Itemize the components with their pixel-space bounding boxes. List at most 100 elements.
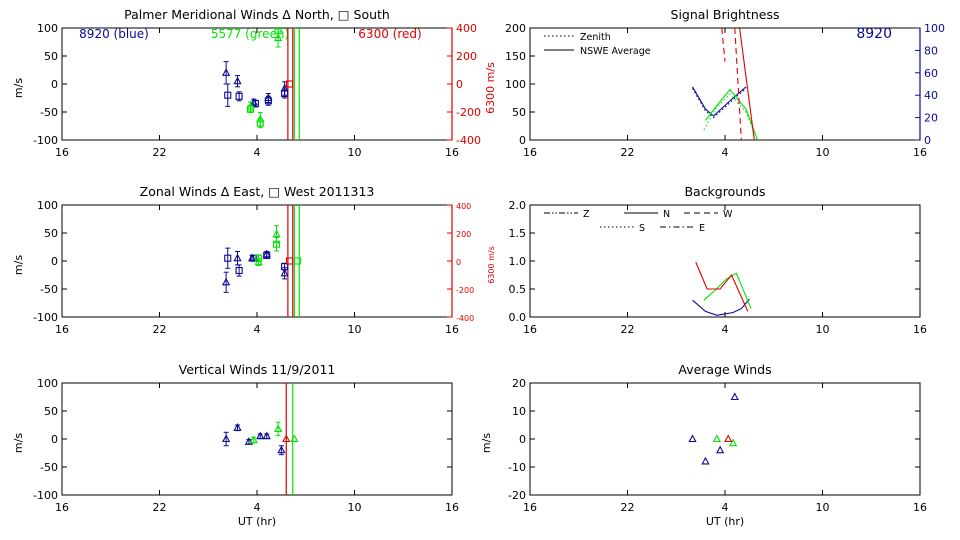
data-point-triangle <box>222 434 231 443</box>
legend-label: Zenith <box>580 32 611 43</box>
data-point-square <box>285 80 294 88</box>
data-point-triangle <box>233 253 242 262</box>
x-tick-label: 4 <box>254 501 261 514</box>
x-tick-label: 16 <box>55 323 69 336</box>
x-tick-label: 4 <box>254 323 261 336</box>
panel-meridional: Palmer Meridional Winds Δ North, □ South… <box>12 7 497 159</box>
right-y-tick-label: -200 <box>456 106 481 119</box>
data-point-square <box>251 100 259 108</box>
chart-title: Average Winds <box>678 362 771 377</box>
right-y-tick-label: 0 <box>456 78 463 91</box>
x-tick-label: 4 <box>722 146 729 159</box>
y-tick-label: 0 <box>519 134 526 147</box>
data-point-square <box>281 89 289 98</box>
series-line <box>692 88 747 119</box>
x-tick-label: 16 <box>55 501 69 514</box>
data-point-triangle <box>716 445 725 454</box>
right-y-tick-label: -400 <box>456 134 481 147</box>
y-tick-label: 0 <box>51 78 58 91</box>
data-point-triangle <box>256 431 265 440</box>
series-line <box>703 93 759 140</box>
plot-area <box>688 392 739 465</box>
x-tick-label: 10 <box>816 501 830 514</box>
x-tick-label: 22 <box>621 501 635 514</box>
series-line <box>695 261 749 312</box>
data-point-square <box>256 119 264 127</box>
legend-label: E <box>699 223 705 234</box>
x-tick-label: 16 <box>913 501 927 514</box>
x-tick-label: 22 <box>153 146 167 159</box>
data-point-square <box>263 251 271 259</box>
right-y-tick-label: -200 <box>456 286 474 295</box>
series-line <box>739 28 755 140</box>
series-line <box>703 272 752 309</box>
data-point-square <box>255 254 263 262</box>
data-point-triangle <box>233 423 242 431</box>
data-point-square <box>274 28 282 35</box>
y-tick-label: 1.5 <box>509 227 527 240</box>
data-point-triangle <box>282 434 291 443</box>
plot-frame <box>529 27 921 141</box>
right-y-tick-label: 80 <box>924 44 938 57</box>
y-tick-label: 0.0 <box>509 311 527 324</box>
legend-label: W <box>723 209 733 220</box>
data-point-triangle <box>249 435 258 444</box>
data-point-triangle <box>244 437 253 445</box>
right-y-tick-label: 40 <box>924 89 938 102</box>
y-tick-label: 50 <box>44 227 58 240</box>
y-tick-label: 1.0 <box>509 255 527 268</box>
plot-frame <box>529 382 921 496</box>
chart-title: Backgrounds <box>684 184 765 199</box>
data-point-triangle <box>688 434 697 443</box>
series-line <box>705 88 759 140</box>
data-point-triangle <box>222 277 231 286</box>
data-point-square <box>224 254 232 262</box>
right-axis-label: 6300 m/s <box>484 62 497 114</box>
x-tick-label: 22 <box>621 323 635 336</box>
right-y-tick-label: 400 <box>456 202 471 211</box>
chart-title: Signal Brightness <box>671 7 780 22</box>
x-tick-label: 16 <box>55 146 69 159</box>
x-tick-label: 10 <box>816 146 830 159</box>
right-y-tick-label: -400 <box>456 314 474 323</box>
x-tick-label: 10 <box>348 501 362 514</box>
data-point-triangle <box>290 434 299 443</box>
right-y-tick-label: 60 <box>924 67 938 80</box>
y-tick-label: 100 <box>37 199 58 212</box>
y-tick-label: -50 <box>40 106 58 119</box>
y-axis-label: m/s <box>12 78 25 98</box>
x-tick-label: 16 <box>913 323 927 336</box>
plot-area <box>692 261 752 316</box>
data-point-square <box>285 257 294 265</box>
y-tick-label: 0.5 <box>509 283 527 296</box>
series-line <box>734 28 742 140</box>
y-tick-label: -100 <box>33 311 58 324</box>
x-tick-label: 10 <box>348 323 362 336</box>
x-tick-label: 16 <box>523 146 537 159</box>
x-axis-label: UT (hr) <box>706 515 744 528</box>
x-tick-label: 22 <box>153 323 167 336</box>
x-tick-label: 4 <box>722 323 729 336</box>
data-point-triangle <box>233 76 242 85</box>
series-line <box>721 28 726 62</box>
right-axis-label: 6300 m/s <box>487 246 496 284</box>
plot-area <box>222 28 300 140</box>
x-tick-label: 10 <box>816 323 830 336</box>
legend-label: NSWE Average <box>580 46 651 57</box>
y-tick-label: 100 <box>37 22 58 35</box>
x-axis-label: UT (hr) <box>238 515 276 528</box>
x-tick-label: 22 <box>153 501 167 514</box>
y-tick-label: -20 <box>508 489 526 502</box>
right-y-tick-label: 20 <box>924 112 938 125</box>
y-tick-label: 10 <box>512 405 526 418</box>
data-point-square <box>281 263 289 271</box>
y-tick-label: -100 <box>33 489 58 502</box>
x-tick-label: 4 <box>722 501 729 514</box>
data-point-triangle <box>272 229 281 238</box>
y-tick-label: 50 <box>44 405 58 418</box>
y-tick-label: 0 <box>51 255 58 268</box>
data-point-square <box>235 266 243 275</box>
